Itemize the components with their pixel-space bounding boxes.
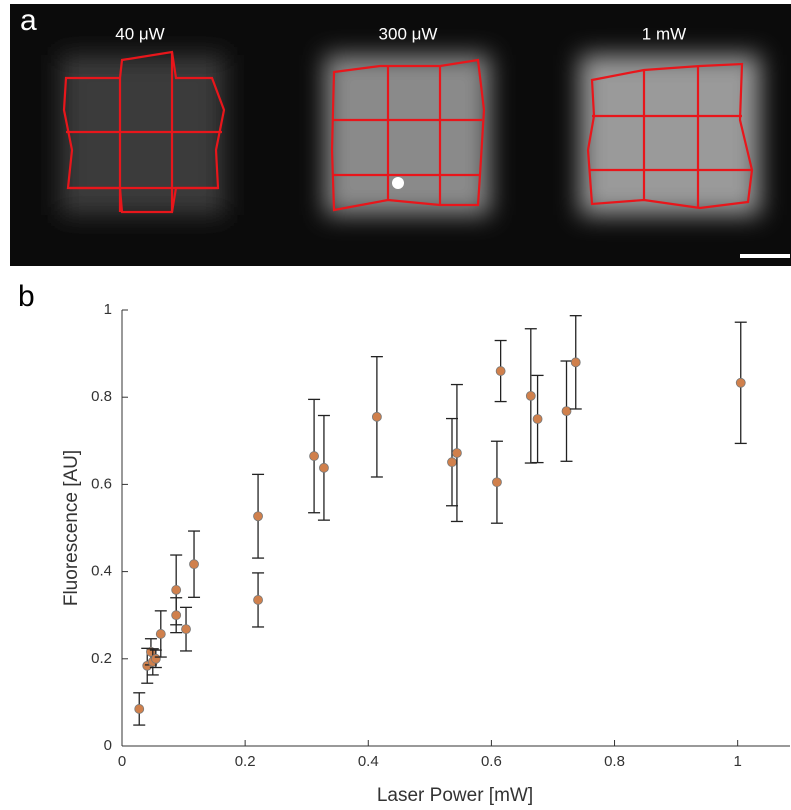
data-point (447, 457, 457, 468)
data-point (155, 629, 166, 639)
x-axis-label: Laser Power [mW] (377, 785, 533, 806)
data-point (532, 414, 543, 424)
y-tick-label: 1 (104, 301, 112, 318)
data-point (495, 366, 506, 376)
data-point (150, 653, 161, 664)
data-point (452, 448, 462, 458)
data-point (253, 595, 263, 605)
x-tick-label: 0 (118, 753, 126, 770)
data-point (171, 585, 182, 595)
image-label: 300 μW (379, 24, 438, 43)
y-axis-label: Fluorescence [AU] (61, 450, 82, 606)
y-tick-label: 0.4 (91, 563, 112, 580)
data-point (570, 357, 581, 368)
x-tick-label: 0.2 (235, 753, 256, 770)
y-tick-label: 0.8 (91, 388, 112, 405)
data-point (371, 411, 382, 422)
data-point (492, 477, 502, 488)
image-label: 1 mW (642, 24, 686, 43)
data-point (525, 390, 536, 401)
data-point (561, 406, 572, 417)
data-point (253, 511, 263, 522)
x-tick-label: 1 (733, 753, 741, 770)
data-point (735, 377, 746, 388)
micrograph-panel: a 40 μW 300 μW 1 mW (10, 4, 791, 266)
x-tick-label: 0.6 (481, 753, 502, 770)
image-label: 40 μW (115, 24, 164, 43)
y-tick-label: 0.6 (91, 475, 112, 492)
y-tick-label: 0.2 (91, 650, 112, 667)
panel-label: b (18, 280, 35, 313)
x-tick-label: 0.8 (604, 753, 625, 770)
data-point (309, 451, 319, 461)
data-point (189, 559, 199, 570)
x-tick-label: 0.4 (358, 753, 379, 770)
data-point (134, 704, 145, 714)
y-tick-label: 0 (104, 737, 112, 754)
data-point (319, 462, 329, 473)
panel-label: a (20, 4, 37, 37)
data-point (181, 624, 191, 635)
data-point (171, 610, 182, 621)
